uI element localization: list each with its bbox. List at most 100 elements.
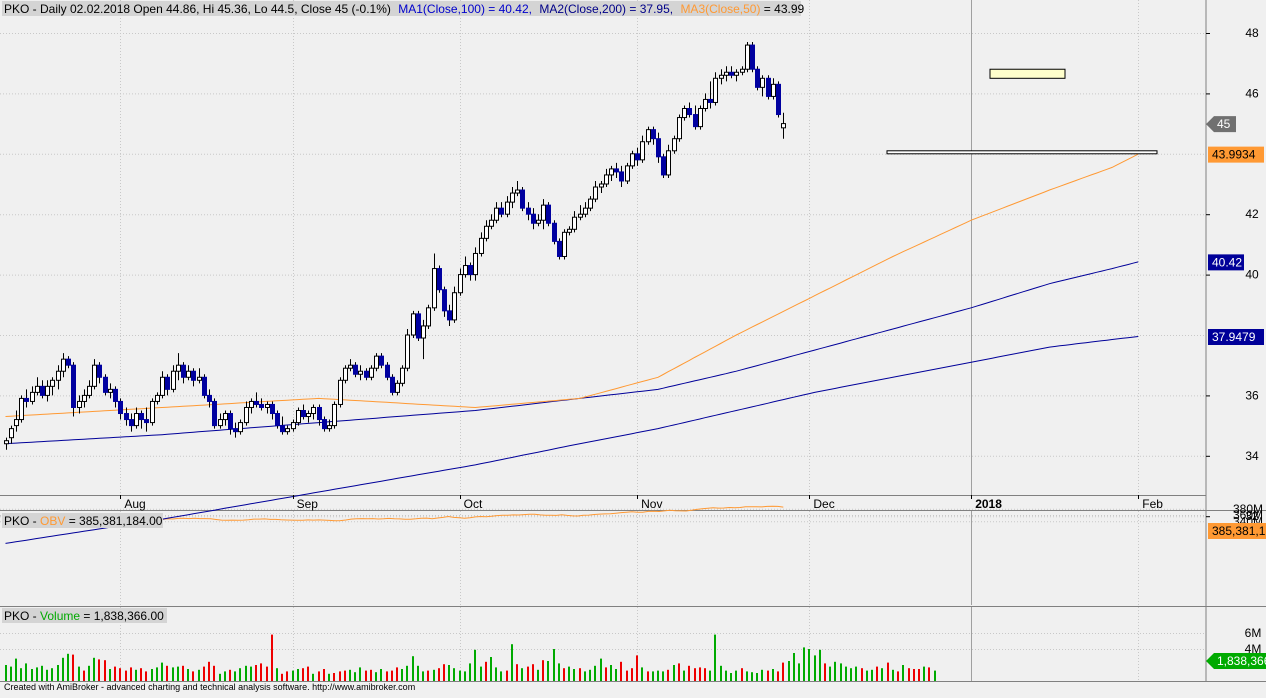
volume-bar [198, 669, 200, 681]
volume-bar [861, 668, 863, 681]
candle-body [682, 108, 687, 119]
volume-bar [756, 673, 758, 681]
drawing-tools[interactable] [886, 68, 1158, 155]
candle-body [77, 400, 82, 408]
volume-bar [887, 662, 889, 681]
candle-body [661, 156, 666, 176]
volume-bar [172, 667, 174, 681]
volume-bar [788, 661, 790, 681]
candle-body [364, 370, 369, 378]
volume-bar [354, 672, 356, 681]
price-tick-label: 48 [1245, 26, 1259, 40]
candle-body [776, 83, 781, 116]
candle-body [693, 114, 698, 128]
volume-bar [819, 649, 821, 681]
candle-body [567, 228, 572, 233]
candle-body [619, 171, 624, 182]
candle-body [311, 406, 316, 415]
candle-body [588, 198, 593, 209]
candle-body [353, 364, 358, 375]
candle-body [97, 364, 102, 378]
candle-body [291, 422, 296, 430]
ma100-badge-bg [1208, 254, 1244, 271]
candle-body [729, 71, 734, 76]
volume-bar [177, 666, 179, 681]
volume-bar [386, 671, 388, 681]
candle-body [24, 397, 29, 402]
candle-body [666, 150, 671, 176]
candle-body [531, 213, 536, 224]
candle-body [646, 129, 651, 143]
candle-body [186, 370, 191, 378]
volume-bar [814, 655, 816, 681]
candle-body [66, 358, 71, 366]
obv-pane[interactable] [0, 511, 1206, 605]
ma100-badge: 40.42 [1212, 255, 1242, 269]
volume-bar [98, 659, 100, 681]
volume-bar [51, 668, 53, 681]
candle-body [557, 240, 562, 257]
volume-bar [83, 670, 85, 681]
volume-bar [5, 665, 7, 681]
candle-body [687, 108, 692, 116]
candle-body [92, 364, 97, 387]
volume-bar [761, 669, 763, 681]
volume-bar [730, 673, 732, 681]
volume-pane[interactable] [0, 607, 1206, 681]
volume-bar [500, 671, 502, 681]
close-price-badge: 45 [1217, 117, 1231, 131]
volume-bar [344, 670, 346, 681]
volume-bar [391, 670, 393, 681]
candle-body [301, 410, 306, 418]
volume-bar [286, 671, 288, 681]
candle-body [442, 289, 447, 312]
candle-body [19, 397, 24, 421]
volume-bar [78, 666, 80, 681]
volume-bar [490, 657, 492, 681]
volume-bar [568, 666, 570, 681]
volume-bar [203, 666, 205, 681]
volume-bar [427, 670, 429, 681]
volume-bar [187, 669, 189, 681]
volume-bar [511, 644, 513, 681]
volume-bar [266, 666, 268, 681]
volume-bar [208, 661, 210, 681]
volume-bar [845, 666, 847, 681]
obv-value: = 385,381,184.00 [65, 514, 162, 528]
supply-box[interactable] [989, 68, 1066, 79]
candle-body [578, 213, 583, 218]
volume-bar [714, 634, 716, 681]
candle-body [108, 388, 113, 393]
volume-bar [448, 665, 450, 681]
candle-body [520, 189, 525, 209]
candle-body [61, 358, 66, 372]
volume-bar [271, 634, 273, 681]
candle-body [541, 204, 546, 221]
volume-bar [46, 669, 48, 681]
candle-body [343, 367, 348, 381]
price-pane[interactable] [0, 0, 1206, 495]
candle-body [755, 68, 760, 88]
volume-bar [824, 663, 826, 681]
volume-bar [365, 670, 367, 681]
candle-body [452, 292, 457, 321]
volume-bar [521, 668, 523, 681]
volume-bar [553, 649, 555, 681]
candle-body [296, 410, 301, 424]
volume-bar [709, 670, 711, 681]
candle-body [395, 382, 400, 393]
candle-body [713, 77, 718, 103]
volume-bar [793, 653, 795, 681]
candle-body [766, 77, 771, 97]
candle-body [437, 268, 442, 291]
volume-bar [829, 666, 831, 681]
candle-body [750, 44, 755, 70]
candle-body [317, 406, 322, 421]
volume-bar [620, 661, 622, 681]
volume-bar [751, 672, 753, 681]
candle-body [228, 413, 233, 430]
volume-bar [20, 668, 22, 681]
resistance-line[interactable] [886, 150, 1158, 155]
